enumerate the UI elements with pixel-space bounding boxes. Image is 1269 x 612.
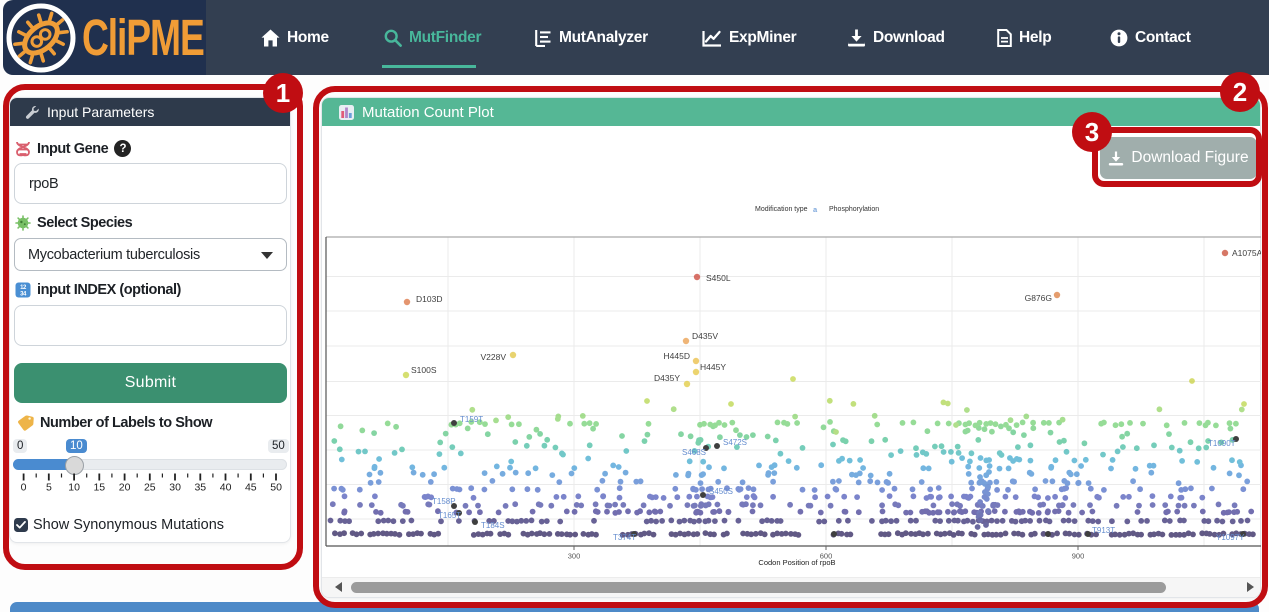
- svg-text:35: 35: [194, 482, 206, 494]
- svg-text:H445Y: H445Y: [700, 362, 726, 372]
- svg-text:30: 30: [169, 482, 181, 494]
- svg-text:600: 600: [820, 552, 833, 561]
- svg-text:T374T: T374T: [613, 533, 636, 542]
- svg-text:A1075A: A1075A: [1232, 248, 1261, 258]
- svg-text:900: 900: [1072, 552, 1085, 561]
- svg-text:Y1097Y: Y1097Y: [1216, 533, 1245, 542]
- svg-text:15: 15: [93, 482, 105, 494]
- svg-text:40: 40: [220, 482, 232, 494]
- svg-text:T165T: T165T: [438, 511, 461, 520]
- svg-text:S450S: S450S: [709, 487, 733, 496]
- svg-text:S100S: S100S: [411, 365, 437, 375]
- svg-text:V228V: V228V: [480, 352, 506, 362]
- svg-text:T159T: T159T: [460, 415, 483, 424]
- svg-text:10: 10: [68, 482, 80, 494]
- svg-text:D435V: D435V: [692, 331, 718, 341]
- svg-text:D103D: D103D: [416, 294, 442, 304]
- svg-text:45: 45: [245, 482, 257, 494]
- svg-text:D435Y: D435Y: [654, 373, 680, 383]
- svg-text:300: 300: [568, 552, 581, 561]
- svg-text:S450L: S450L: [706, 273, 731, 283]
- svg-text:G876G: G876G: [1025, 293, 1052, 303]
- svg-text:T913T: T913T: [1092, 526, 1115, 535]
- svg-text:34: 34: [20, 292, 27, 298]
- svg-text:S472S: S472S: [723, 438, 747, 447]
- svg-text:H445D: H445D: [664, 351, 690, 361]
- svg-text:25: 25: [144, 482, 156, 494]
- svg-text:20: 20: [119, 482, 131, 494]
- svg-text:Codon Position of rpoB: Codon Position of rpoB: [758, 558, 835, 567]
- svg-text:5: 5: [46, 482, 52, 494]
- svg-text:S468S: S468S: [682, 448, 706, 457]
- svg-text:T1090T: T1090T: [1208, 439, 1236, 448]
- svg-text:T158P: T158P: [432, 497, 456, 506]
- svg-text:T184S: T184S: [481, 521, 505, 530]
- svg-text:0: 0: [21, 482, 27, 494]
- svg-text:50: 50: [270, 482, 282, 494]
- svg-text:12: 12: [20, 285, 27, 291]
